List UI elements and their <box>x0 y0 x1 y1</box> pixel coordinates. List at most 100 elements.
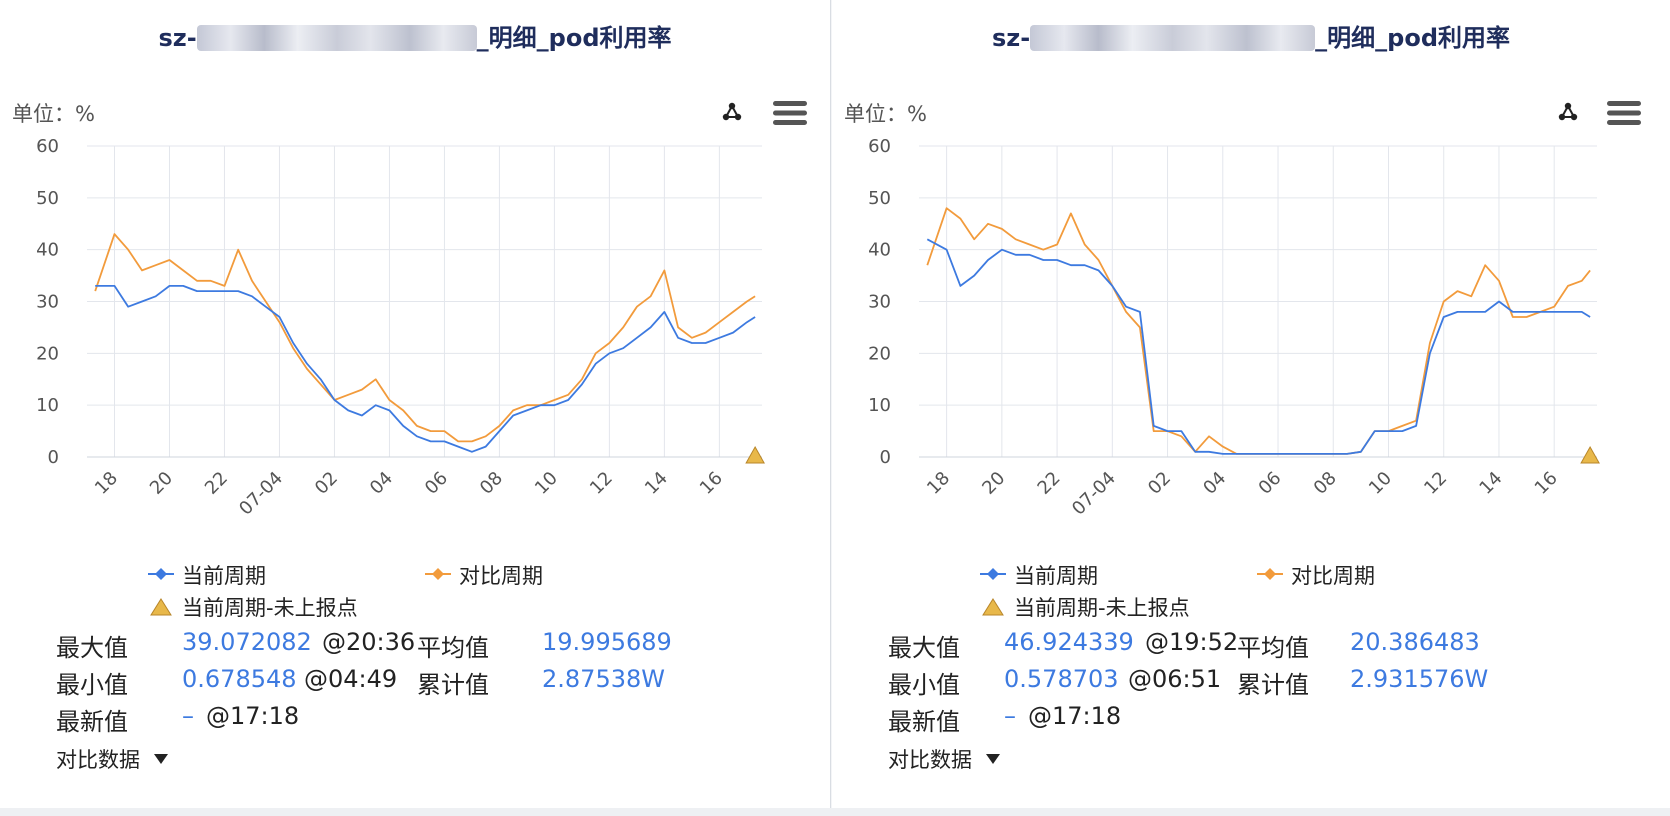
chart-card-right: sz- _明细_pod利用率 单位：% 0 10 20 30 40 50 60 18 20 22 07… <box>832 0 1670 808</box>
x-tick-label: 16 <box>1531 468 1562 499</box>
y-tick-label: 30 <box>868 292 891 313</box>
compare-series-line <box>926 207 1591 455</box>
x-tick-label: 04 <box>366 468 397 499</box>
current-series-line <box>926 238 1591 455</box>
chart-title: sz- _明细_pod利用率 <box>832 18 1670 53</box>
x-tick-label: 20 <box>978 468 1009 499</box>
line-chart: 0 10 20 30 40 50 60 18 20 22 07-04 02 04 06 08 10 12 14 16 <box>36 136 765 520</box>
x-tick-label: 12 <box>586 468 617 499</box>
missing-point-marker <box>745 445 765 464</box>
legend-item-missing[interactable]: 当前周期-未上报点 <box>148 592 358 622</box>
x-tick-label: 10 <box>1365 468 1396 499</box>
min-time: @06:51 <box>1128 665 1222 693</box>
redacted-name-block <box>1030 25 1316 51</box>
avg-value: 20.386483 <box>1350 628 1480 656</box>
x-tick-label: 06 <box>1255 468 1286 499</box>
legend-label-missing: 当前周期-未上报点 <box>182 596 358 620</box>
y-tick-label: 0 <box>880 447 891 468</box>
x-tick-label: 14 <box>1475 468 1506 499</box>
sum-value: 2.87538W <box>542 665 665 693</box>
compare-data-label: 对比数据 <box>888 748 972 772</box>
x-tick-label: 07-04 <box>1068 468 1120 520</box>
compare-data-label: 对比数据 <box>56 748 140 772</box>
sum-value: 2.931576W <box>1350 665 1489 693</box>
max-time: @20:36 <box>322 628 416 656</box>
compare-series-line <box>94 233 756 443</box>
share-nodes-icon[interactable] <box>1557 100 1579 126</box>
legend-label-current: 当前周期 <box>182 564 266 588</box>
max-label: 最大值 <box>56 634 128 662</box>
latest-value: – <box>1004 702 1016 730</box>
legend-item-missing[interactable]: 当前周期-未上报点 <box>980 592 1190 622</box>
unit-label: 单位：% <box>844 102 927 126</box>
y-tick-label: 40 <box>868 240 891 261</box>
y-tick-label: 40 <box>36 240 59 261</box>
latest-label: 最新值 <box>888 708 960 736</box>
x-tick-label: 18 <box>923 468 954 499</box>
title-suffix: _明细_pod利用率 <box>1315 24 1511 52</box>
y-tick-label: 0 <box>48 447 59 468</box>
y-tick-label: 10 <box>36 395 59 416</box>
current-series-line <box>95 284 756 453</box>
x-tick-label: 07-04 <box>235 468 287 520</box>
y-tick-label: 20 <box>36 343 59 364</box>
x-tick-label: 18 <box>91 468 122 499</box>
latest-time: @17:18 <box>1028 702 1122 730</box>
compare-data-dropdown[interactable]: 对比数据 <box>888 744 1000 774</box>
min-label: 最小值 <box>888 671 960 699</box>
sum-label: 累计值 <box>1237 671 1309 699</box>
hamburger-menu-icon[interactable] <box>1607 100 1641 130</box>
min-value: 0.578703 <box>1004 665 1119 693</box>
legend-item-compare[interactable]: 对比周期 <box>1257 560 1375 590</box>
legend-item-current[interactable]: 当前周期 <box>980 560 1098 590</box>
x-tick-label: 12 <box>1420 468 1451 499</box>
y-tick-label: 30 <box>36 292 59 313</box>
x-tick-label: 08 <box>476 468 507 499</box>
hamburger-menu-icon[interactable] <box>773 100 807 130</box>
latest-time: @17:18 <box>206 702 300 730</box>
legend-label-compare: 对比周期 <box>1291 564 1375 588</box>
legend-label-missing: 当前周期-未上报点 <box>1014 596 1190 620</box>
min-time: @04:49 <box>304 665 398 693</box>
compare-data-dropdown[interactable]: 对比数据 <box>56 744 168 774</box>
caret-down-icon <box>154 754 168 764</box>
y-tick-label: 50 <box>868 188 891 209</box>
latest-label: 最新值 <box>56 708 128 736</box>
share-nodes-icon[interactable] <box>721 100 743 126</box>
x-tick-label: 10 <box>531 468 562 499</box>
x-tick-label: 08 <box>1310 468 1341 499</box>
x-tick-label: 02 <box>311 468 342 499</box>
x-tick-label: 16 <box>696 468 727 499</box>
x-tick-label: 22 <box>1034 468 1065 499</box>
max-time: @19:52 <box>1145 628 1239 656</box>
y-tick-label: 60 <box>868 136 891 157</box>
x-tick-label: 20 <box>146 468 177 499</box>
chart-card-left: sz- _明细_pod利用率 单位：% 0 10 20 30 40 50 60 18 20 22 07… <box>0 0 831 808</box>
chart-title: sz- _明细_pod利用率 <box>0 18 830 53</box>
latest-value: – <box>182 702 194 730</box>
avg-label: 平均值 <box>1237 634 1309 662</box>
avg-label: 平均值 <box>417 634 489 662</box>
max-label: 最大值 <box>888 634 960 662</box>
max-value: 46.924339 <box>1004 628 1134 656</box>
y-tick-label: 10 <box>868 395 891 416</box>
x-tick-label: 14 <box>641 468 672 499</box>
legend-label-current: 当前周期 <box>1014 564 1098 588</box>
x-tick-label: 02 <box>1144 468 1175 499</box>
y-tick-label: 20 <box>868 343 891 364</box>
legend-item-compare[interactable]: 对比周期 <box>425 560 543 590</box>
legend-label-compare: 对比周期 <box>459 564 543 588</box>
redacted-name-block <box>196 25 477 51</box>
title-prefix: sz- <box>991 24 1031 52</box>
x-tick-label: 04 <box>1199 468 1230 499</box>
sum-label: 累计值 <box>417 671 489 699</box>
max-value: 39.072082 <box>182 628 312 656</box>
legend-item-current[interactable]: 当前周期 <box>148 560 266 590</box>
y-tick-label: 50 <box>36 188 59 209</box>
unit-label: 单位：% <box>12 102 95 126</box>
page-bottom-strip <box>0 808 1670 816</box>
line-chart: 0 10 20 30 40 50 60 18 20 22 07-04 02 04 06 08 10 12 14 16 <box>868 136 1600 520</box>
min-value: 0.678548 <box>182 665 297 693</box>
missing-point-marker <box>1580 445 1600 464</box>
